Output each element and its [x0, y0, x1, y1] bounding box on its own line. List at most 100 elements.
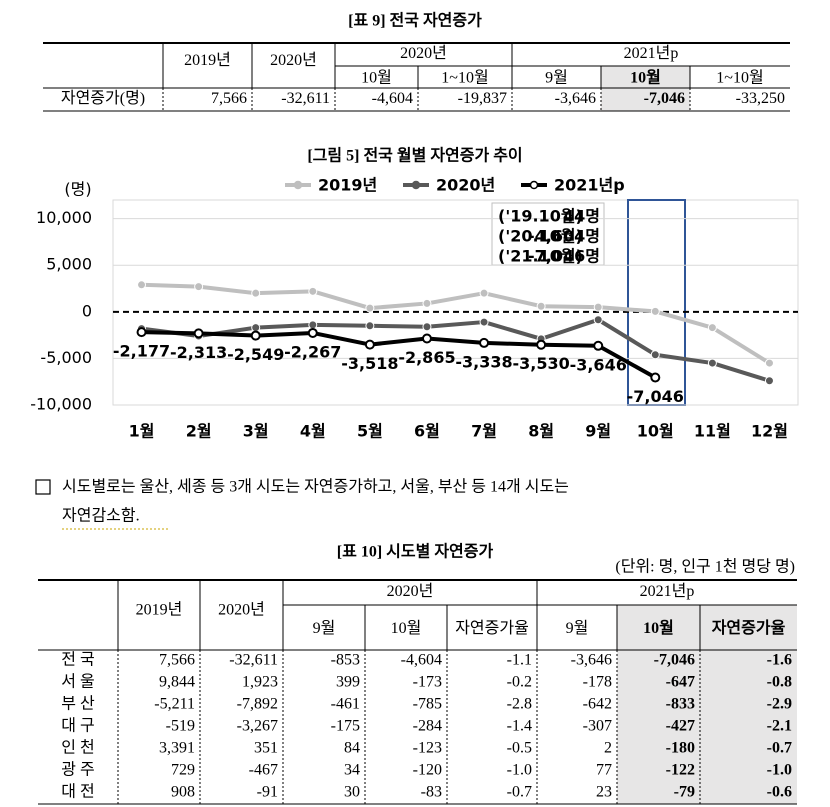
sub-header: 자연증가율	[712, 619, 786, 637]
y-tick-label: 0	[82, 301, 92, 320]
point	[536, 339, 547, 350]
col-header: 2019년	[136, 601, 183, 619]
y-tick-label: -10,000	[30, 395, 92, 414]
cell: -122	[666, 762, 695, 779]
sub-header: 10월	[391, 619, 422, 637]
cell: -647	[666, 674, 695, 691]
point	[136, 327, 147, 338]
cell: -1.4	[507, 718, 532, 735]
cell: -79	[674, 784, 695, 801]
cell: 84	[344, 740, 360, 757]
cell: 2	[604, 740, 612, 757]
sub-header: 1~10월	[716, 69, 763, 87]
data-label: -3,338	[455, 352, 512, 371]
cell: -4,604	[372, 90, 413, 107]
cell: -120	[413, 762, 442, 779]
cell: -173	[413, 674, 442, 691]
legend-marker	[529, 180, 539, 190]
data-label: -2,177	[113, 342, 170, 361]
cell: -3,267	[237, 718, 278, 735]
y-tick-label: -5,000	[40, 348, 92, 367]
cell: -7,046	[654, 652, 695, 669]
annotation-period: ('20.10월)	[498, 227, 583, 246]
cell: 729	[171, 762, 195, 779]
x-tick-label: 7월	[471, 422, 497, 441]
point	[764, 358, 774, 368]
cell: 7,566	[159, 652, 195, 669]
cell: -0.8	[767, 674, 792, 691]
cell: -1.6	[767, 652, 792, 669]
sub-header: 9월	[545, 69, 568, 87]
sub-header: 자연증가율	[455, 619, 529, 637]
point	[593, 340, 604, 351]
legend-marker	[411, 180, 421, 190]
point	[308, 320, 318, 330]
cell: -123	[413, 740, 442, 757]
series-line	[141, 317, 771, 383]
series-line	[141, 330, 657, 380]
point	[193, 328, 204, 339]
point	[307, 327, 318, 338]
table10-title: [표 10] 시도별 자연증가	[337, 543, 494, 561]
x-tick-label: 9월	[585, 422, 611, 441]
data-label: -3,518	[341, 354, 398, 373]
x-tick-label: 10월	[637, 422, 674, 441]
data-label: -7,046	[627, 387, 684, 406]
legend-marker	[293, 180, 303, 190]
table9-title: [표 9] 전국 자연증가	[348, 12, 482, 30]
sub-header: 9월	[313, 619, 336, 637]
point	[422, 322, 432, 332]
point	[593, 315, 603, 325]
annotation-value: -4,604명	[528, 227, 600, 246]
cell: -519	[166, 718, 195, 735]
cell: -5,211	[154, 696, 195, 713]
cell: -7,892	[237, 696, 278, 713]
sub-header: 10월	[643, 619, 674, 637]
x-tick-label: 12월	[751, 422, 788, 441]
cell: 9,844	[159, 674, 195, 691]
x-tick-label: 8월	[528, 422, 554, 441]
cell: -1.0	[767, 762, 792, 779]
cell: 77	[596, 762, 612, 779]
cell: -427	[666, 718, 695, 735]
row-label: 대 전	[61, 783, 94, 801]
sub-header: 1~10월	[441, 69, 488, 87]
x-tick-label: 2월	[186, 422, 212, 441]
cell: -642	[583, 696, 612, 713]
legend-label: 2019년	[318, 176, 377, 195]
cell: -83	[421, 784, 442, 801]
data-label: -2,267	[284, 342, 341, 361]
cell: -1.1	[507, 652, 532, 669]
cell: -32,611	[229, 652, 278, 669]
paragraph-line: 시도별로는 울산, 세종 등 3개 시도는 자연증가하고, 서울, 부산 등 1…	[62, 478, 569, 496]
col-header: 2019년	[184, 51, 231, 69]
cell: -284	[413, 718, 442, 735]
cell: -3,646	[571, 652, 612, 669]
cell: -3,646	[555, 90, 596, 107]
cell: -0.6	[767, 784, 792, 801]
cell: 34	[344, 762, 360, 779]
point	[251, 288, 261, 298]
x-tick-label: 4월	[300, 422, 326, 441]
cell: -7,046	[644, 90, 685, 107]
point	[364, 339, 375, 350]
row-label: 부 산	[61, 695, 95, 713]
point	[479, 337, 490, 348]
cell: -853	[331, 652, 360, 669]
row-label: 서 울	[61, 673, 94, 691]
cell: -19,837	[458, 90, 507, 107]
point	[593, 302, 603, 312]
cell: 3,391	[159, 740, 195, 757]
cell: 30	[344, 784, 360, 801]
point	[137, 280, 147, 290]
row-label: 인 천	[61, 739, 94, 757]
cell: -91	[257, 784, 278, 801]
y-tick-label: 10,000	[36, 208, 92, 227]
sub-header: 10월	[361, 69, 392, 87]
point	[707, 358, 717, 368]
cell: 1,923	[242, 674, 278, 691]
cell: -4,604	[401, 652, 442, 669]
table10-unit: (단위: 명, 인구 1천 명당 명)	[615, 558, 795, 576]
shaded-cell	[700, 605, 797, 804]
